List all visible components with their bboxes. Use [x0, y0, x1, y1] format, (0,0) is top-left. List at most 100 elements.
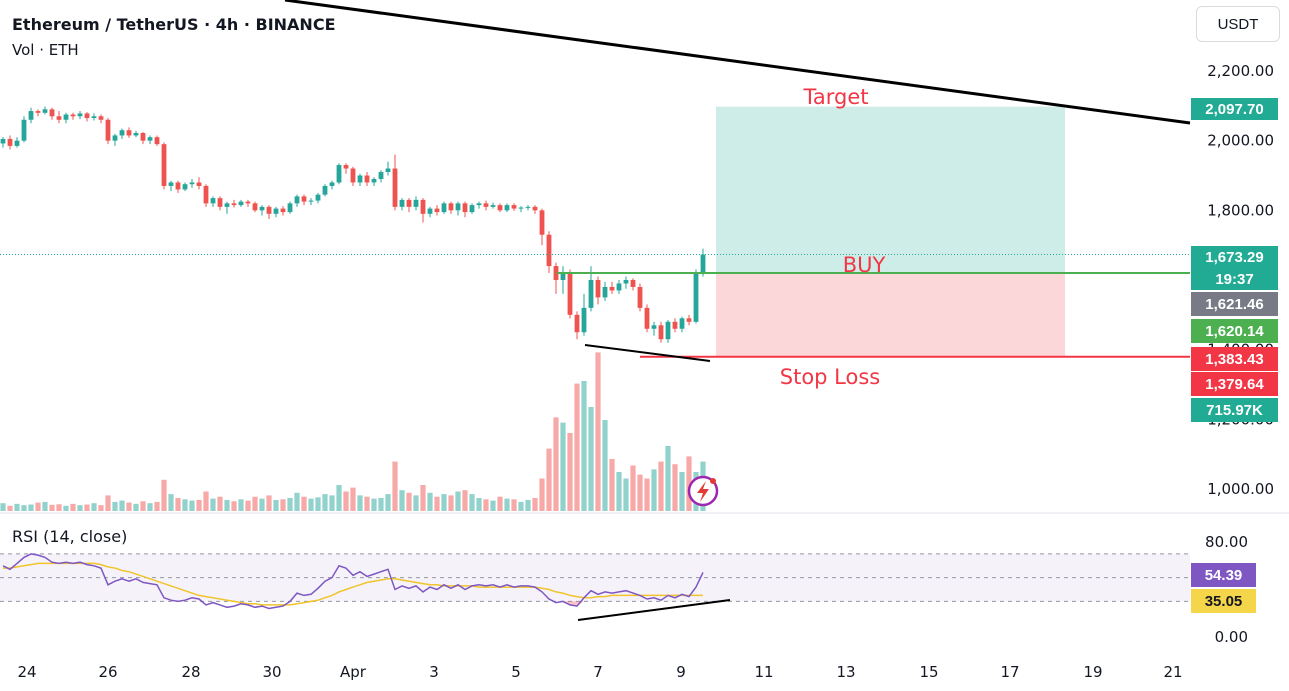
candle	[133, 133, 139, 136]
time-tick-label: 15	[919, 663, 938, 681]
time-tick-label: 13	[836, 663, 855, 681]
candle	[476, 203, 482, 206]
candle	[322, 185, 328, 195]
candle	[119, 130, 125, 136]
rsi-line	[2, 553, 704, 610]
volume-legend[interactable]: Vol · ETH	[12, 41, 79, 59]
candle	[539, 210, 545, 235]
candle	[70, 114, 76, 117]
volume-bar	[322, 494, 328, 511]
candle	[504, 205, 510, 211]
candle	[546, 234, 552, 267]
candle	[21, 119, 27, 141]
candle	[483, 203, 489, 207]
volume-bar	[532, 498, 538, 511]
candle	[658, 325, 664, 340]
candle	[644, 307, 650, 329]
rsi-legend[interactable]: RSI (14, close)	[12, 527, 128, 546]
volume-bar	[420, 485, 426, 511]
volume-bar	[175, 498, 181, 511]
volume-bar	[413, 495, 419, 511]
volume-bar	[217, 496, 223, 511]
volume-bar	[609, 459, 615, 511]
volume-bar	[567, 433, 573, 511]
candle	[231, 203, 237, 206]
volume-bar	[315, 497, 321, 511]
volume-bar	[112, 501, 118, 511]
candle	[630, 280, 636, 287]
rsi-pane	[0, 553, 1190, 621]
volume-bar	[679, 472, 685, 511]
candle	[350, 168, 356, 183]
price-tick-label: 1,000.00	[1207, 480, 1274, 498]
price-tag-countdown: 19:37	[1191, 268, 1278, 290]
rsi-ma-line	[3, 562, 703, 606]
time-tick-label: 11	[754, 663, 773, 681]
volume-bar	[672, 464, 678, 511]
price-tag-entry: 1,620.14	[1191, 319, 1278, 343]
volume-bar	[98, 505, 104, 511]
volume-bar	[266, 495, 272, 511]
volume-bar	[133, 503, 139, 511]
volume-bar	[483, 499, 489, 511]
candle	[448, 203, 454, 211]
time-tick-label: 30	[262, 663, 281, 681]
notification-dot	[710, 478, 716, 484]
volume-bar	[371, 498, 377, 511]
volume-bar	[280, 499, 286, 511]
volume-bar	[616, 472, 622, 511]
time-tick-label: 3	[429, 663, 439, 681]
volume-bar	[490, 500, 496, 511]
volume-bar	[0, 503, 6, 511]
candle	[595, 280, 601, 298]
price-tag-last: 1,673.29	[1191, 246, 1278, 268]
candle	[189, 182, 195, 185]
candle	[273, 208, 279, 214]
price-tag-rsi: 54.39	[1191, 563, 1256, 587]
volume-bar	[595, 352, 601, 511]
volume-bar	[56, 504, 62, 511]
volume-bar	[287, 498, 293, 511]
price-tick-label: 1,800.00	[1207, 201, 1274, 219]
volume-bar	[623, 478, 629, 511]
candle	[518, 207, 524, 209]
candle	[112, 135, 118, 141]
volume-bar	[224, 499, 230, 511]
volume-bar	[77, 505, 83, 511]
time-tick-label: Apr	[340, 663, 367, 681]
volume-bar	[273, 499, 279, 511]
candle	[7, 138, 13, 146]
candle	[672, 321, 678, 329]
volume-bar	[189, 500, 195, 511]
volume-bar	[147, 503, 153, 511]
candle	[469, 205, 475, 213]
price-tag-rsima: 35.05	[1191, 589, 1256, 613]
chart-title[interactable]: Ethereum / TetherUS · 4h · BINANCE	[12, 15, 336, 34]
volume-bar	[497, 496, 503, 511]
candle	[413, 199, 419, 207]
candle	[609, 286, 615, 291]
time-tick-label: 9	[676, 663, 686, 681]
candle	[378, 172, 384, 179]
time-tick-label: 19	[1083, 663, 1102, 681]
rsi-tick-label: 0.00	[1215, 628, 1248, 646]
volume-bar	[42, 501, 48, 511]
volume-bar	[504, 498, 510, 511]
lightning-icon[interactable]	[687, 475, 719, 507]
volume-bar	[196, 499, 202, 511]
volume-bar	[448, 495, 454, 511]
volume-bar	[651, 469, 657, 511]
volume-bar	[343, 491, 349, 511]
time-tick-label: 5	[511, 663, 521, 681]
volume-bar	[49, 504, 55, 511]
volume-bar	[392, 461, 398, 511]
candle	[35, 111, 41, 113]
candle	[98, 116, 104, 120]
candle	[343, 165, 349, 169]
candle	[693, 273, 699, 322]
candle	[266, 206, 272, 214]
currency-button[interactable]: USDT	[1196, 6, 1280, 42]
volume-bar	[574, 383, 580, 511]
trade-zones	[716, 106, 1065, 357]
